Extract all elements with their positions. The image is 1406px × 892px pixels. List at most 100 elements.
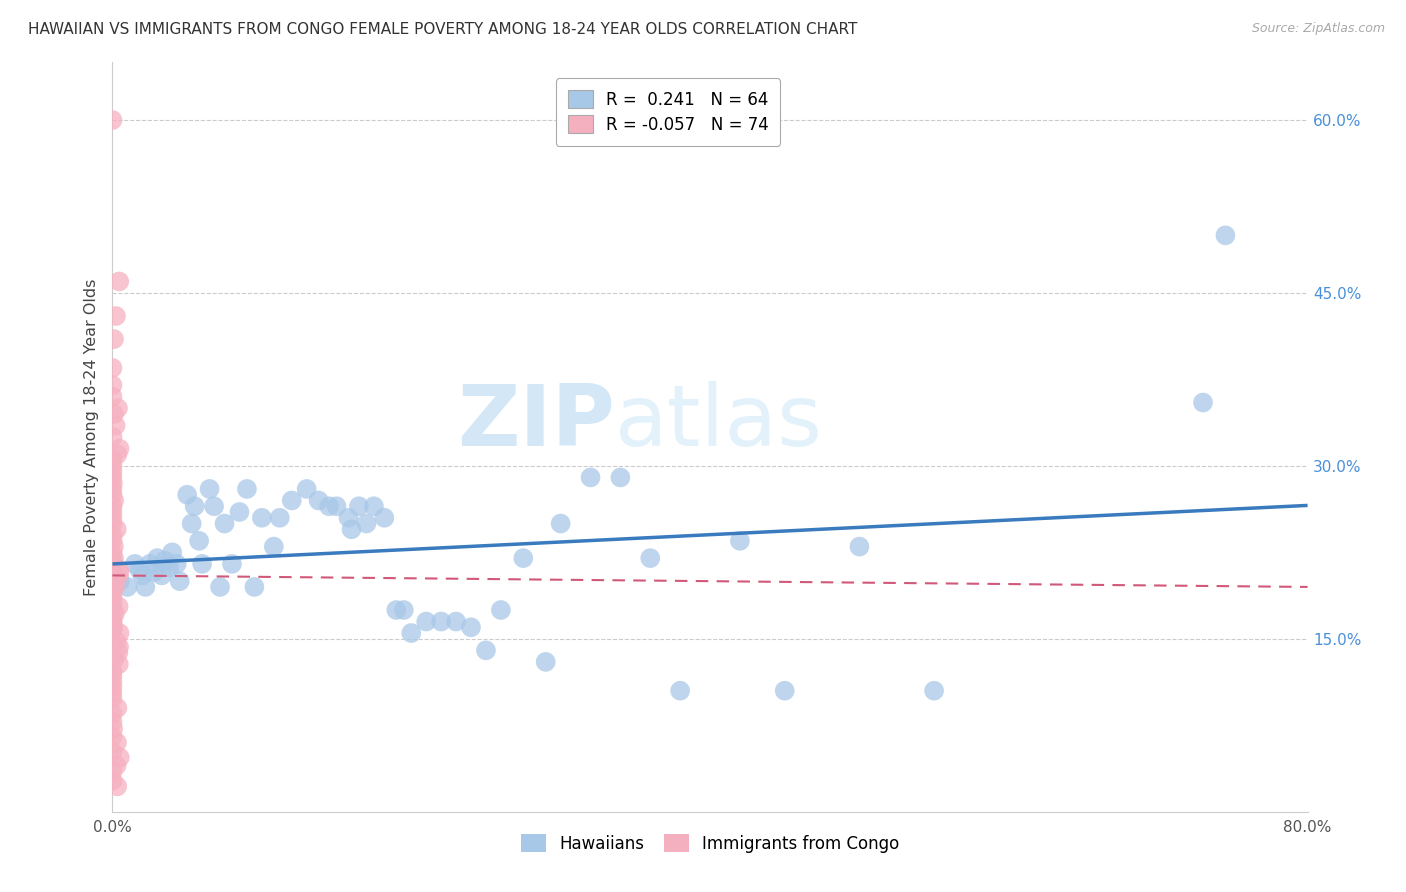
Point xyxy=(101,623,124,637)
Point xyxy=(101,500,124,514)
Point xyxy=(146,551,169,566)
Point xyxy=(512,551,534,566)
Point xyxy=(640,551,662,566)
Point xyxy=(153,553,176,567)
Point xyxy=(101,620,124,634)
Point xyxy=(848,540,870,554)
Point xyxy=(363,500,385,514)
Point xyxy=(101,591,124,606)
Point xyxy=(107,646,129,660)
Point xyxy=(105,522,128,536)
Point xyxy=(460,620,482,634)
Point xyxy=(534,655,557,669)
Point xyxy=(489,603,512,617)
Point xyxy=(609,470,631,484)
Point xyxy=(101,669,124,683)
Point xyxy=(104,418,127,433)
Point xyxy=(1215,228,1237,243)
Point xyxy=(415,615,437,629)
Point xyxy=(101,706,124,721)
Point xyxy=(347,500,370,514)
Point xyxy=(101,603,124,617)
Point xyxy=(281,493,304,508)
Point xyxy=(108,566,131,580)
Point xyxy=(325,500,347,514)
Point xyxy=(263,540,285,554)
Point xyxy=(128,563,150,577)
Point xyxy=(101,360,124,375)
Point xyxy=(444,615,467,629)
Point xyxy=(101,113,124,128)
Point xyxy=(104,607,127,621)
Point xyxy=(103,551,125,566)
Point xyxy=(579,470,602,484)
Point xyxy=(228,505,250,519)
Point xyxy=(183,500,205,514)
Point xyxy=(101,576,124,591)
Point xyxy=(221,557,243,571)
Point xyxy=(108,563,131,577)
Point xyxy=(105,634,128,648)
Point xyxy=(101,516,124,531)
Point xyxy=(191,557,214,571)
Point xyxy=(101,730,124,744)
Point xyxy=(176,488,198,502)
Point xyxy=(150,568,173,582)
Point xyxy=(101,557,124,571)
Point xyxy=(108,574,131,589)
Y-axis label: Female Poverty Among 18-24 Year Olds: Female Poverty Among 18-24 Year Olds xyxy=(83,278,98,596)
Point xyxy=(101,505,124,519)
Point xyxy=(430,615,453,629)
Point xyxy=(101,390,124,404)
Point xyxy=(550,516,572,531)
Point xyxy=(669,683,692,698)
Point xyxy=(101,378,124,392)
Point xyxy=(101,545,124,559)
Point xyxy=(105,701,128,715)
Point xyxy=(101,528,124,542)
Point xyxy=(101,664,124,678)
Point xyxy=(101,488,124,502)
Point xyxy=(202,500,225,514)
Point xyxy=(101,686,124,700)
Point xyxy=(101,583,124,598)
Point xyxy=(236,482,259,496)
Point xyxy=(401,626,423,640)
Point xyxy=(198,482,221,496)
Text: ZIP: ZIP xyxy=(457,381,614,464)
Point xyxy=(107,599,129,614)
Point xyxy=(101,691,124,706)
Point xyxy=(101,458,124,473)
Point xyxy=(103,540,125,554)
Point xyxy=(103,407,125,421)
Point xyxy=(1192,395,1215,409)
Point xyxy=(108,626,131,640)
Point xyxy=(101,764,124,779)
Point xyxy=(188,533,211,548)
Point xyxy=(101,714,124,729)
Point xyxy=(101,597,124,611)
Point xyxy=(107,657,129,672)
Point xyxy=(103,332,125,346)
Point xyxy=(209,580,232,594)
Point xyxy=(107,447,129,461)
Point xyxy=(101,722,124,736)
Point xyxy=(269,510,291,524)
Point xyxy=(101,615,124,629)
Point xyxy=(373,510,395,524)
Point xyxy=(728,533,751,548)
Point xyxy=(131,568,153,582)
Point xyxy=(385,603,408,617)
Text: HAWAIIAN VS IMMIGRANTS FROM CONGO FEMALE POVERTY AMONG 18-24 YEAR OLDS CORRELATI: HAWAIIAN VS IMMIGRANTS FROM CONGO FEMALE… xyxy=(28,22,858,37)
Point xyxy=(180,516,202,531)
Point xyxy=(101,574,124,589)
Point xyxy=(108,275,131,289)
Point xyxy=(101,611,124,625)
Point xyxy=(169,574,191,589)
Point xyxy=(105,758,128,772)
Point xyxy=(922,683,945,698)
Point xyxy=(101,533,124,548)
Point xyxy=(101,430,124,444)
Point xyxy=(101,674,124,689)
Point xyxy=(337,510,360,524)
